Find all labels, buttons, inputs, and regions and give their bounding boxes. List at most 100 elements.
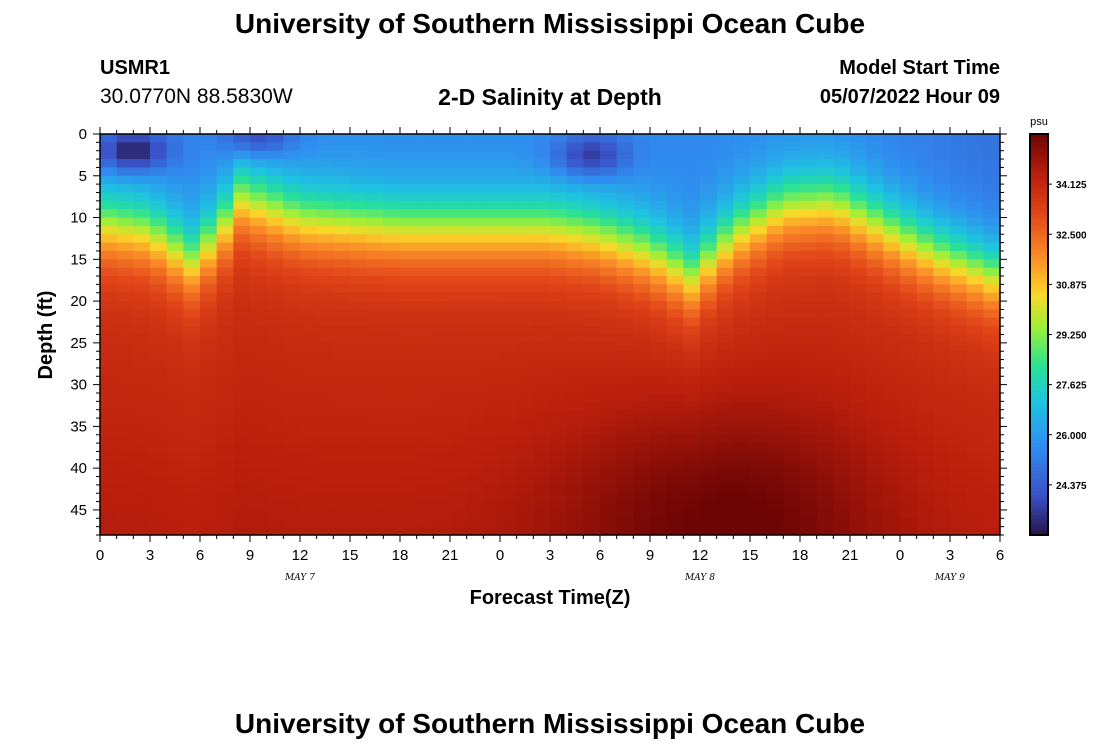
heatmap-cell <box>433 359 451 369</box>
heatmap-cell <box>183 359 201 369</box>
heatmap-cell <box>816 326 834 336</box>
heatmap-cell <box>683 292 701 302</box>
heatmap-cell <box>650 518 668 528</box>
y-tick-label: 35 <box>70 418 87 435</box>
heatmap-cell <box>433 326 451 336</box>
heatmap-cell <box>833 184 851 194</box>
x-axis-label: Forecast Time(Z) <box>470 587 631 609</box>
heatmap-cell <box>550 384 568 394</box>
heatmap-cell <box>816 418 834 427</box>
heatmap-cell <box>266 209 284 219</box>
heatmap-cell <box>616 292 634 302</box>
heatmap-cell <box>150 418 168 427</box>
heatmap-cell <box>583 184 601 194</box>
heatmap-cell <box>200 267 218 277</box>
heatmap-cell <box>766 526 784 535</box>
heatmap-cell <box>800 476 818 486</box>
heatmap-cell <box>266 384 284 394</box>
heatmap-cell <box>466 376 484 386</box>
heatmap-cell <box>350 342 368 352</box>
heatmap-cell <box>366 484 384 494</box>
heatmap-cell <box>550 367 568 377</box>
heatmap-cell <box>750 468 768 478</box>
heatmap-cell <box>350 418 368 427</box>
heatmap-cell <box>383 309 401 319</box>
heatmap-cell <box>733 376 751 386</box>
heatmap-cell <box>250 443 268 453</box>
heatmap-cell <box>916 376 934 386</box>
heatmap-cell <box>766 200 784 210</box>
heatmap-cell <box>466 234 484 244</box>
heatmap-cell <box>350 484 368 494</box>
heatmap-cell <box>266 426 284 436</box>
heatmap-cell <box>683 225 701 235</box>
heatmap-cell <box>483 518 501 528</box>
heatmap-cell <box>950 159 968 169</box>
heatmap-cell <box>733 351 751 361</box>
heatmap-cell <box>500 401 518 411</box>
heatmap-cell <box>400 501 418 511</box>
heatmap-cell <box>766 301 784 311</box>
heatmap-cell <box>533 401 551 411</box>
heatmap-cell <box>566 175 584 185</box>
heatmap-cell <box>400 134 418 143</box>
heatmap-cell <box>250 392 268 402</box>
heatmap-cell <box>633 276 651 285</box>
heatmap-cell <box>266 267 284 277</box>
heatmap-cell <box>833 459 851 469</box>
heatmap-cell <box>633 317 651 327</box>
heatmap-cell <box>150 159 168 169</box>
heatmap-cell <box>483 367 501 377</box>
heatmap-cell <box>600 451 618 461</box>
heatmap-cell <box>700 167 718 177</box>
heatmap-cell <box>750 401 768 411</box>
heatmap-cell <box>700 526 718 535</box>
heatmap-cell <box>350 351 368 361</box>
heatmap-cell <box>500 409 518 419</box>
heatmap-cell <box>750 418 768 427</box>
heatmap-cell <box>800 242 818 252</box>
heatmap-cell <box>633 493 651 503</box>
y-tick-label: 0 <box>79 126 87 143</box>
heatmap-cell <box>716 326 734 336</box>
heatmap-cell <box>933 426 951 436</box>
heatmap-cell <box>600 259 618 269</box>
heatmap-cell <box>100 317 118 327</box>
heatmap-cell <box>700 493 718 503</box>
heatmap-cell <box>283 468 301 478</box>
heatmap-cell <box>200 142 218 152</box>
heatmap-cell <box>150 526 168 535</box>
heatmap-cell <box>500 351 518 361</box>
main-title: University of Southern Mississippi Ocean… <box>234 8 866 39</box>
heatmap-cell <box>550 418 568 427</box>
heatmap-cell <box>850 309 868 319</box>
heatmap-cell <box>716 401 734 411</box>
heatmap-cell <box>683 392 701 402</box>
heatmap-cell <box>383 292 401 302</box>
heatmap-cell <box>216 267 234 277</box>
heatmap-cell <box>283 426 301 436</box>
heatmap-cell <box>700 451 718 461</box>
colorbar: psu34.12532.50030.87529.25027.62526.0002… <box>1029 116 1087 536</box>
heatmap-cell <box>466 167 484 177</box>
heatmap-cell <box>566 459 584 469</box>
heatmap-cell <box>200 167 218 177</box>
heatmap-cell <box>150 401 168 411</box>
heatmap-cell <box>333 484 351 494</box>
heatmap-cell <box>350 376 368 386</box>
heatmap-cell <box>933 359 951 369</box>
heatmap-cell <box>266 342 284 352</box>
heatmap-cell <box>150 150 168 160</box>
heatmap-cell <box>266 484 284 494</box>
heatmap-cell <box>966 276 984 285</box>
heatmap-cell <box>900 401 918 411</box>
heatmap-cell <box>700 209 718 219</box>
heatmap-cell <box>266 376 284 386</box>
heatmap-cell <box>150 142 168 152</box>
heatmap-cell <box>466 426 484 436</box>
heatmap-cell <box>366 175 384 185</box>
heatmap-cell <box>216 359 234 369</box>
heatmap-cell <box>916 167 934 177</box>
heatmap-cell <box>833 175 851 185</box>
heatmap-cell <box>850 493 868 503</box>
